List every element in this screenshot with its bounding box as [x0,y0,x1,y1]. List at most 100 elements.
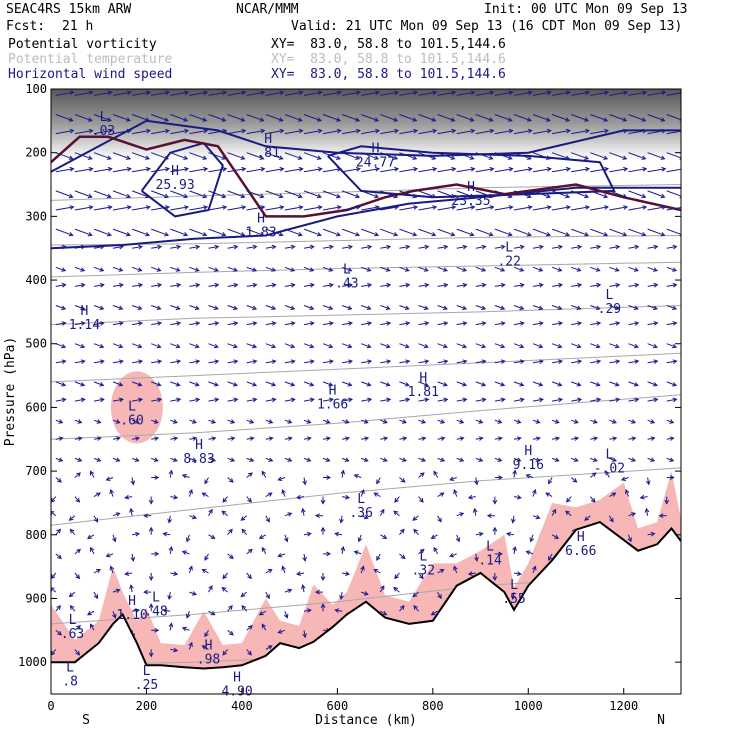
wind-vector-head [211,419,217,424]
wind-vector-head [459,436,465,441]
wind-vector [170,114,188,122]
wind-vector-head [228,478,234,483]
wind-vector [475,381,486,386]
wind-vector-head [328,267,334,272]
wind-vector-head [175,267,181,272]
wind-vector [609,343,619,348]
wind-vector-head [118,321,124,326]
wind-vector-head [412,193,418,199]
extremum-value: 4.90 [221,684,252,699]
wind-vector [227,228,245,236]
wind-vector-head [639,494,645,500]
wind-vector [265,114,283,122]
wind-vector [208,437,216,440]
wind-vector [418,152,436,160]
theta-contour-335 [51,235,681,246]
wind-vector [93,437,101,440]
wind-vector [571,398,582,402]
wind-vector-head [279,166,285,172]
wind-vector [380,266,390,272]
extremum-value: 1.10 [116,608,147,623]
wind-vector-head [271,267,277,272]
wind-vector [437,190,455,198]
wind-vector-head [642,128,648,134]
wind-vector-head [195,244,201,250]
wind-vector [182,627,190,631]
wind-vector [265,645,273,650]
wind-vector [666,130,681,135]
wind-vector-head [181,626,187,632]
wind-vector [170,381,180,386]
wind-vector-head [221,155,227,160]
wind-vector [571,360,582,364]
wind-vector [151,246,162,249]
wind-vector-head [393,117,399,122]
wind-vector [552,206,570,211]
wind-vector [647,206,666,211]
wind-vector [246,360,257,364]
wind-vector [227,190,245,198]
wind-vector [494,284,505,287]
wind-vector [322,228,341,236]
wind-vector [418,437,426,440]
wind-vector [532,130,551,135]
wind-vector-head [634,397,640,403]
wind-vector [666,322,677,326]
wind-vector-head [87,193,93,199]
wind-vector [647,266,658,272]
wind-vector [456,130,475,135]
wind-vector-head [660,155,666,160]
wind-vector [227,130,246,135]
wind-vector-head [363,457,369,462]
wind-vector [188,566,193,574]
wind-vector-head [419,497,424,503]
wind-vector [552,246,563,249]
wind-vector-head [109,489,115,495]
wind-vector [246,343,257,348]
extremum-value: .36 [349,506,372,521]
wind-vector-head [526,155,532,160]
wind-vector [189,168,208,173]
wind-vector [227,284,238,287]
wind-vector [170,437,178,440]
wind-vector [55,605,61,612]
wind-vector [647,381,658,386]
wind-vector [512,592,515,600]
wind-vector-head [287,588,293,594]
wind-vector-head [500,321,506,326]
wind-vector-head [271,321,277,326]
wind-vector [170,190,188,198]
wind-vector-head [623,128,629,134]
wind-vector-head [492,499,498,505]
wind-vector [532,419,540,424]
wind-vector [589,496,596,503]
wind-vector-head [68,231,74,237]
wind-vector [361,168,380,173]
wind-vector-head [353,474,359,479]
wind-vector [628,130,647,135]
wind-vector-head [80,267,86,272]
wind-vector-head [258,611,264,616]
wind-vector-head [672,359,678,364]
wind-vector [494,246,505,249]
wind-vector-head [99,343,105,349]
wind-vector-head [252,343,258,349]
wind-vector-head [167,518,172,524]
wind-vector [341,114,360,122]
wind-vector [265,381,276,386]
wind-vector [112,228,131,236]
wind-vector [341,381,352,386]
wind-vector [475,266,486,272]
wind-vector-head [405,282,411,288]
wind-vector-head [593,436,599,441]
wind-vector [303,266,314,272]
wind-vector-head [421,419,427,424]
wind-vector-head [222,205,228,210]
wind-vector-head [622,231,628,237]
wind-vector-head [259,231,265,237]
wind-vector-head [191,419,197,424]
wind-vector [112,457,120,462]
wind-vector-head [462,321,468,326]
wind-vector-head [290,244,296,250]
wind-vector [297,572,305,575]
